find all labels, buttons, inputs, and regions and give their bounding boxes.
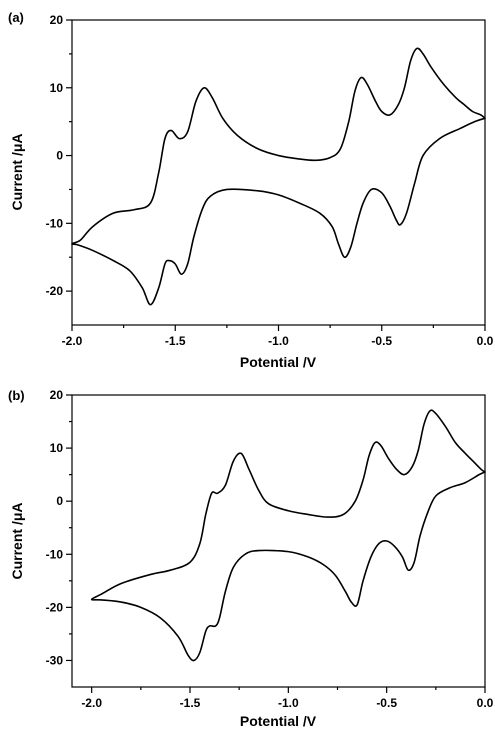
y-tick-label: -10 <box>46 547 64 561</box>
chart-panel-a: (a) -2.0 -1.5 -1.0 -0.5 0.0 -20 -10 0 10 20 Potenti… <box>8 10 494 370</box>
plot-frame <box>71 19 486 326</box>
voltammogram-curve <box>71 47 486 306</box>
voltammogram-curve <box>90 409 486 662</box>
x-tick-label: -1.5 <box>180 696 201 710</box>
y-tick-label: 10 <box>50 441 64 455</box>
y-tick-label: 0 <box>56 149 63 163</box>
x-tick-label: -1.5 <box>165 334 186 348</box>
y-tick-label: 10 <box>50 81 64 95</box>
x-tick-label: -0.5 <box>371 334 392 348</box>
x-tick-label: -1.0 <box>268 334 289 348</box>
y-axis-title: Current /μA <box>9 502 25 579</box>
x-axis-title: Potential /V <box>240 713 317 729</box>
panel-label: (a) <box>8 10 24 25</box>
y-axis-title: Current /μA <box>9 133 25 210</box>
y-tick-label: 20 <box>50 388 64 402</box>
x-tick-label: -2.0 <box>81 696 102 710</box>
y-tick-label: -10 <box>46 216 64 230</box>
panel-label: (b) <box>8 388 25 403</box>
y-tick-label: 20 <box>50 13 64 27</box>
x-tick-label: -2.0 <box>62 334 83 348</box>
x-tick-label: 0.0 <box>477 696 494 710</box>
plot-frame <box>71 394 486 688</box>
chart-panel-b: (b) -2.0 -1.5 -1.0 -0.5 0.0 -30 -20 -10 0 10 20 Pote… <box>8 388 494 729</box>
x-tick-label: 0.0 <box>477 334 494 348</box>
y-tick-label: -20 <box>46 600 64 614</box>
y-tick-label: 0 <box>56 494 63 508</box>
x-tick-label: -0.5 <box>376 696 397 710</box>
x-tick-label: -1.0 <box>278 696 299 710</box>
y-tick-label: -30 <box>46 653 64 667</box>
y-tick-label: -20 <box>46 284 64 298</box>
x-axis-title: Potential /V <box>240 354 317 370</box>
